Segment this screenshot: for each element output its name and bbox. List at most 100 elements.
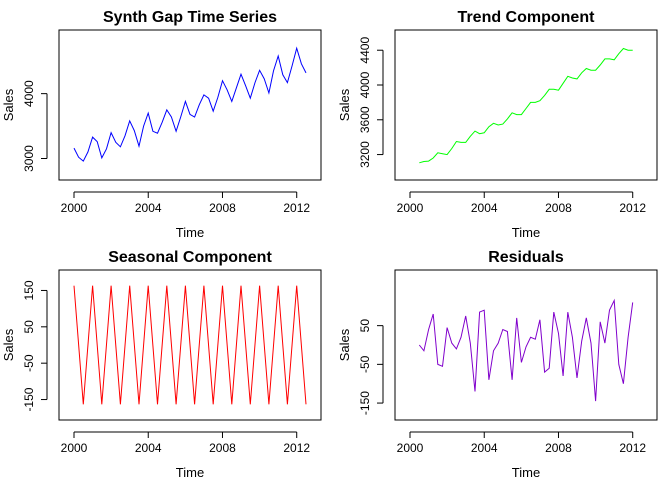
data-point <box>254 81 257 84</box>
data-point <box>418 161 421 164</box>
data-point <box>110 284 113 287</box>
data-point <box>267 403 270 406</box>
data-point <box>418 344 421 347</box>
data-point <box>73 147 76 150</box>
chart-title: Seasonal Component <box>108 249 272 266</box>
data-point <box>427 160 430 163</box>
data-point <box>82 160 85 163</box>
x-tick-label: 2000 <box>397 201 424 215</box>
data-point <box>538 318 541 321</box>
x-tick-label: 2008 <box>209 441 236 455</box>
y-tick-label: 3000 <box>22 145 36 172</box>
data-point <box>221 284 224 287</box>
data-point <box>501 123 504 126</box>
data-point <box>599 320 602 323</box>
data-point <box>165 284 168 287</box>
data-point <box>520 361 523 364</box>
data-point <box>627 49 630 52</box>
data-point <box>576 376 579 379</box>
data-point <box>291 64 294 67</box>
data-point <box>128 119 131 122</box>
data-point <box>165 108 168 111</box>
y-tick-label: 3600 <box>358 106 372 133</box>
data-point <box>548 367 551 370</box>
data-point <box>138 403 141 406</box>
data-point <box>580 340 583 343</box>
data-point <box>566 311 569 314</box>
data-point <box>613 58 616 61</box>
x-tick-label: 2000 <box>397 441 424 455</box>
x-tick-label: 2004 <box>135 201 162 215</box>
data-point <box>119 145 122 148</box>
data-point <box>529 101 532 104</box>
data-point <box>184 100 187 103</box>
data-point <box>147 284 150 287</box>
data-point <box>286 81 289 84</box>
data-point <box>202 93 205 96</box>
data-point <box>557 89 560 92</box>
chart-title: Residuals <box>488 249 564 266</box>
data-point <box>599 64 602 67</box>
series-line <box>418 298 634 402</box>
data-point <box>552 88 555 91</box>
data-point <box>622 382 625 385</box>
data-point <box>585 316 588 319</box>
x-axis-label: Time <box>176 465 204 480</box>
data-point <box>216 96 219 99</box>
data-point <box>580 71 583 74</box>
data-point <box>240 284 243 287</box>
data-point <box>100 403 103 406</box>
data-point <box>305 403 308 406</box>
data-point <box>613 299 616 302</box>
data-point <box>631 49 634 52</box>
panel-residuals: Residuals 2000 2004 2008 2012 Time -150 -50 50 Sa… <box>337 249 658 480</box>
data-point <box>100 156 103 159</box>
chart-title: Trend Component <box>458 9 596 26</box>
data-point <box>272 69 275 72</box>
data-point <box>557 332 560 335</box>
data-point <box>258 69 261 72</box>
data-point <box>198 103 201 106</box>
y-tick-label: 4000 <box>22 80 36 107</box>
data-point <box>552 311 555 314</box>
data-point <box>240 73 243 76</box>
data-point <box>585 67 588 70</box>
data-point <box>226 88 229 91</box>
data-point <box>193 403 196 406</box>
data-point <box>436 363 439 366</box>
data-point <box>249 97 252 100</box>
series-line <box>73 285 307 405</box>
data-point <box>617 52 620 55</box>
plot-box <box>58 29 322 181</box>
data-point <box>300 62 303 65</box>
data-point <box>492 349 495 352</box>
data-point <box>487 125 490 128</box>
data-point <box>295 284 298 287</box>
data-point <box>86 151 89 154</box>
data-point <box>534 101 537 104</box>
data-point <box>450 147 453 150</box>
data-point <box>487 378 490 381</box>
data-point <box>422 349 425 352</box>
data-point <box>515 113 518 116</box>
data-point <box>105 147 108 150</box>
plot-box <box>394 269 658 421</box>
y-tick-label: 3200 <box>358 141 372 168</box>
data-point <box>562 82 565 85</box>
data-point <box>474 130 477 133</box>
data-point <box>114 141 117 144</box>
data-point <box>221 79 224 82</box>
data-point <box>548 88 551 91</box>
data-point <box>455 140 458 143</box>
data-point <box>497 124 500 127</box>
data-point <box>156 403 159 406</box>
y-tick-label: 50 <box>22 320 36 334</box>
data-point <box>441 152 444 155</box>
x-tick-label: 2004 <box>135 441 162 455</box>
data-point <box>267 92 270 95</box>
data-point <box>603 57 606 60</box>
x-tick-label: 2008 <box>209 201 236 215</box>
x-tick-label: 2000 <box>61 441 88 455</box>
data-point <box>286 403 289 406</box>
data-point <box>594 400 597 403</box>
